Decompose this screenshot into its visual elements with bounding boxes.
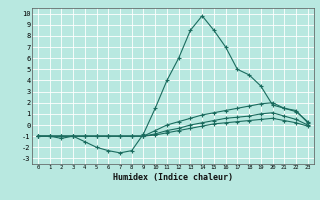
X-axis label: Humidex (Indice chaleur): Humidex (Indice chaleur) [113, 173, 233, 182]
